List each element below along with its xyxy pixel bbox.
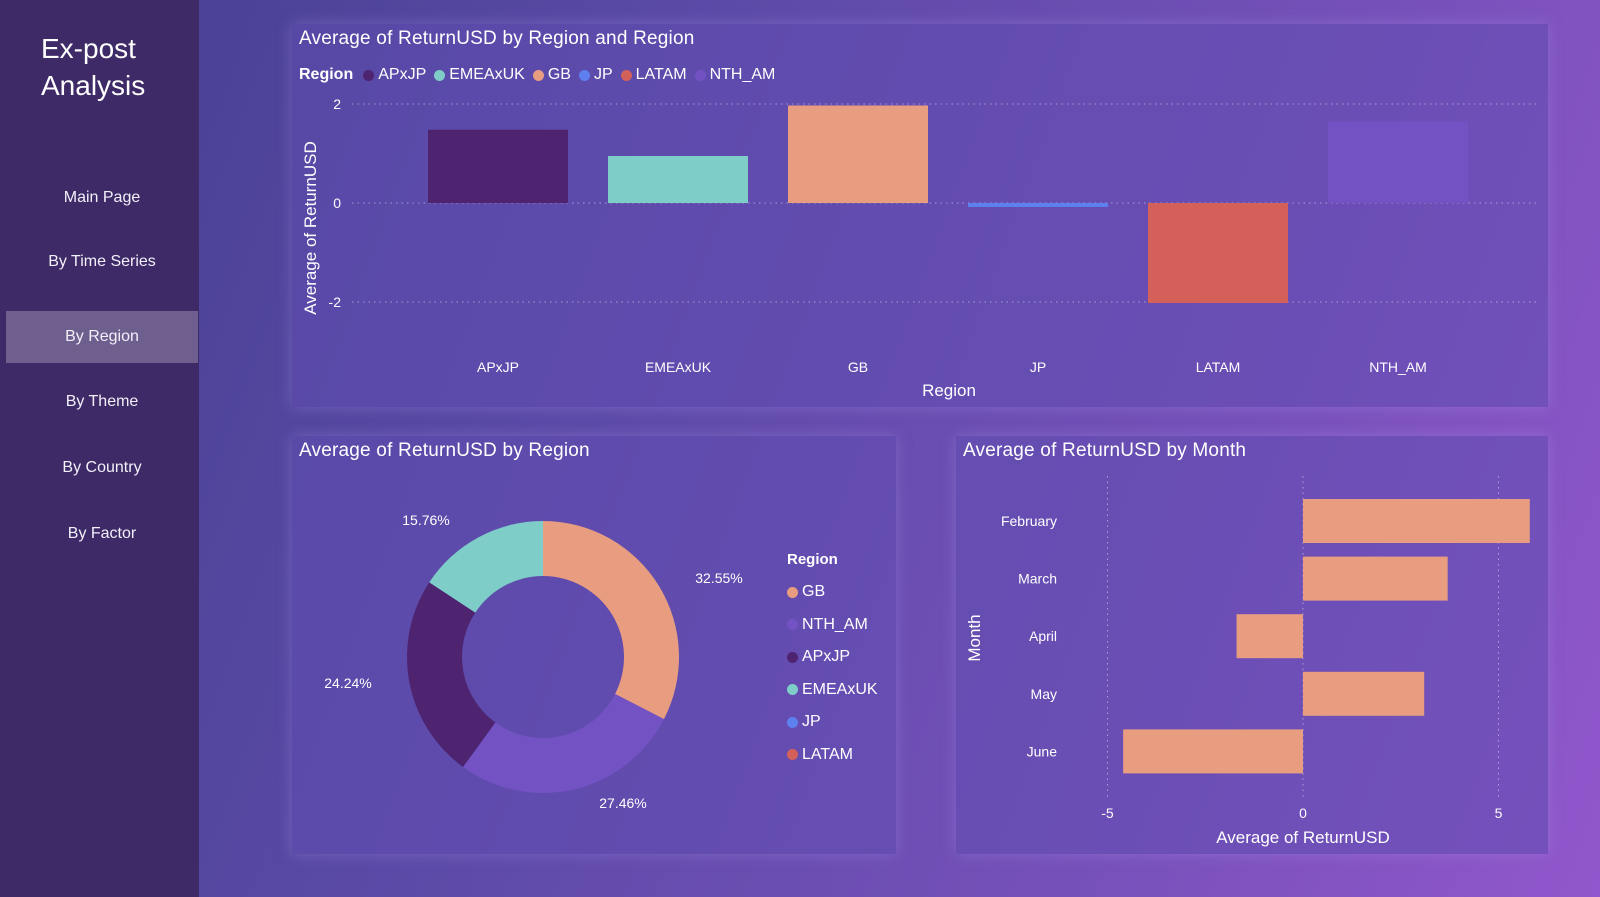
- month-bar-title: Average of ReturnUSD by Month: [963, 440, 1247, 461]
- donut-legend-item-nth-am[interactable]: NTH_AM: [787, 609, 878, 642]
- nav-item-by-time-series[interactable]: By Time Series: [48, 253, 156, 270]
- donut-legend-item-emeaxuk[interactable]: EMEAxUK: [787, 674, 878, 707]
- legend-item-emeaxuk[interactable]: EMEAxUK: [434, 66, 525, 84]
- legend-item-gb[interactable]: GB: [532, 66, 571, 84]
- month-bar-panel: Average of ReturnUSD by Month: [956, 436, 1548, 854]
- region-bar-panel: Average of ReturnUSD by Region and Regio…: [292, 24, 1548, 407]
- legend-dot-emeaxuk: [434, 69, 446, 81]
- donut-legend-dot-jp: [787, 716, 798, 728]
- legend-dot-gb: [532, 69, 544, 81]
- region-donut-title: Average of ReturnUSD by Region: [299, 440, 590, 461]
- donut-legend-item-apxjp[interactable]: APxJP: [787, 641, 878, 674]
- donut-legend-item-gb[interactable]: GB: [787, 576, 878, 609]
- legend-title: Region: [299, 66, 354, 83]
- legend-dot-nth-am: [694, 69, 706, 81]
- app-title: Ex-post Analysis: [41, 33, 146, 101]
- region-bar-title: Average of ReturnUSD by Region and Regio…: [299, 28, 695, 49]
- donut-legend-dot-nth-am: [787, 619, 798, 631]
- nav-item-by-region[interactable]: By Region: [6, 311, 198, 363]
- legend-item-apxjp[interactable]: APxJP: [363, 66, 426, 84]
- donut-legend-item-jp[interactable]: JP: [787, 706, 878, 739]
- nav-item-main-page[interactable]: Main Page: [63, 189, 141, 206]
- donut-legend-dot-gb: [787, 586, 798, 598]
- donut-legend-dot-apxjp: [787, 651, 798, 663]
- donut-legend-dot-emeaxuk: [787, 684, 798, 696]
- donut-legend: Region GB NTH_AM APxJP EMEAxUK JP LATAM: [787, 551, 878, 771]
- legend-dot-apxjp: [363, 69, 375, 81]
- legend-item-nth-am[interactable]: NTH_AM: [694, 66, 775, 84]
- nav-item-by-country[interactable]: By Country: [62, 459, 142, 476]
- donut-legend-item-latam[interactable]: LATAM: [787, 739, 878, 772]
- legend-item-latam[interactable]: LATAM: [620, 66, 687, 84]
- legend-dot-jp: [578, 69, 590, 81]
- region-bar-legend: Region APxJP EMEAxUK GB JP LATAM NTH_AM: [299, 66, 783, 84]
- donut-legend-dot-latam: [787, 749, 798, 761]
- donut-legend-title: Region: [787, 551, 838, 568]
- nav-item-by-theme[interactable]: By Theme: [65, 393, 139, 410]
- legend-item-jp[interactable]: JP: [578, 66, 613, 84]
- sidebar: Ex-post Analysis Main Page By Time Serie…: [0, 0, 199, 897]
- nav-item-by-factor[interactable]: By Factor: [67, 525, 137, 542]
- legend-dot-latam: [620, 69, 632, 81]
